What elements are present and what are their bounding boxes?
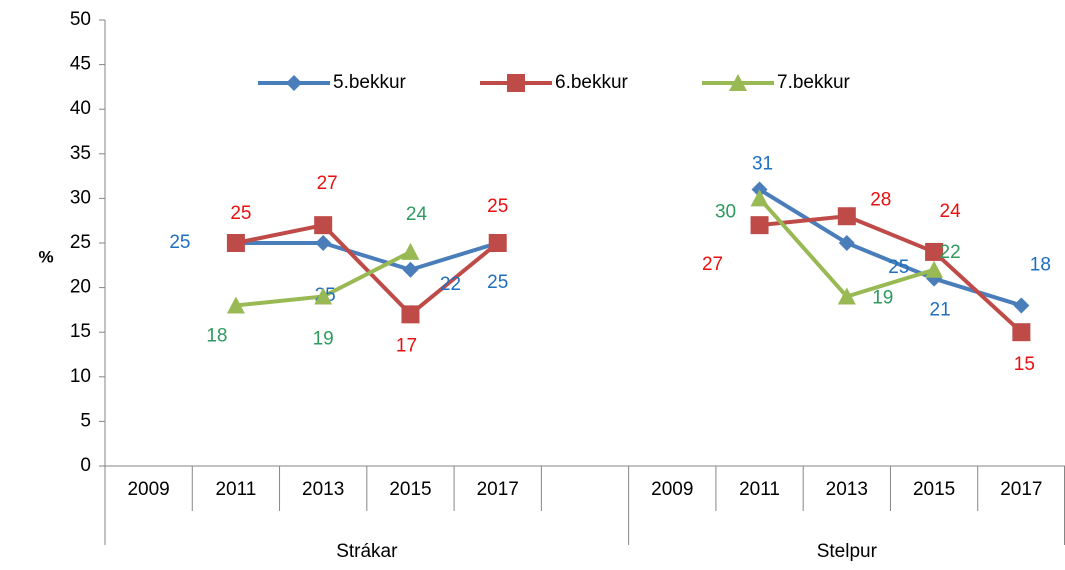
data-label: 21 (930, 300, 951, 321)
marker (314, 287, 333, 305)
x-tick-label: 2009 (127, 479, 169, 500)
y-tick-label: 5 (80, 410, 91, 431)
data-label: 25 (230, 203, 251, 224)
marker (925, 260, 944, 278)
y-tick-label: 45 (70, 54, 91, 75)
data-label: 30 (715, 201, 736, 222)
x-tick-label: 2013 (826, 479, 868, 500)
marker (1012, 323, 1031, 342)
data-label: 24 (406, 204, 428, 225)
data-label: 19 (872, 288, 893, 309)
data-label: 22 (940, 242, 961, 263)
y-tick-label: 25 (70, 232, 91, 253)
x-tick-label: 2009 (651, 479, 693, 500)
y-tick-label: 30 (70, 187, 91, 208)
data-label: 24 (940, 201, 962, 222)
x-tick-label: 2017 (477, 479, 519, 500)
data-label: 18 (1030, 254, 1051, 275)
marker (488, 234, 507, 252)
marker (226, 296, 245, 314)
x-tick-label: 2015 (389, 479, 431, 500)
legend-label: 7.bekkur (777, 72, 851, 93)
y-tick-label: 0 (80, 455, 91, 476)
marker (838, 235, 855, 251)
marker (401, 305, 420, 324)
marker (925, 242, 944, 261)
data-label: 25 (487, 196, 508, 217)
marker (750, 216, 769, 235)
data-label: 25 (888, 257, 909, 278)
marker (837, 207, 856, 226)
data-label: 27 (317, 173, 338, 194)
data-label: 27 (702, 254, 723, 275)
x-tick-label: 2011 (739, 479, 780, 500)
group-label: Strákar (336, 541, 398, 562)
x-tick-label: 2011 (215, 479, 256, 500)
marker (226, 234, 245, 252)
data-label: 15 (1014, 354, 1035, 375)
data-label: 22 (440, 274, 461, 295)
legend-marker (507, 74, 525, 92)
data-label: 31 (752, 153, 773, 174)
data-label: 19 (313, 329, 334, 350)
x-tick-label: 2013 (302, 479, 344, 500)
y-tick-label: 50 (70, 9, 91, 30)
data-label: 25 (169, 232, 190, 253)
marker (750, 189, 769, 207)
marker (1013, 297, 1030, 314)
series-line (235, 187, 1022, 308)
x-tick-label: 2017 (1000, 479, 1042, 500)
legend-label: 6.bekkur (555, 72, 629, 93)
marker (402, 261, 419, 278)
data-label: 25 (487, 272, 508, 293)
group-label: Stelpur (817, 541, 878, 562)
legend-marker (286, 75, 302, 91)
marker (315, 235, 332, 251)
marker (401, 242, 420, 260)
y-tick-label: 20 (70, 277, 91, 298)
data-label: 17 (396, 335, 417, 356)
y-tick-label: 40 (70, 98, 91, 119)
marker (837, 287, 856, 305)
y-tick-label: 35 (70, 143, 91, 164)
marker (314, 216, 333, 235)
series-line (235, 214, 1023, 334)
y-tick-label: 10 (70, 366, 91, 387)
series-line (235, 197, 935, 308)
y-axis-label: % (38, 247, 53, 266)
y-tick-label: 15 (70, 321, 91, 342)
x-tick-label: 2015 (913, 479, 955, 500)
data-label: 28 (870, 189, 891, 210)
data-label: 18 (206, 325, 227, 346)
legend-marker (729, 74, 747, 91)
legend-label: 5.bekkur (333, 72, 407, 93)
